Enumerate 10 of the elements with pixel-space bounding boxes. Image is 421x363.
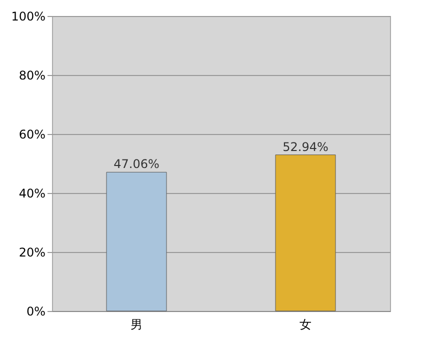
data-label: 47.06%	[114, 157, 160, 172]
y-tick-label: 100%	[11, 10, 46, 24]
x-tick-label: 男	[130, 318, 142, 332]
y-tick-label: 40%	[18, 186, 46, 200]
x-tick-label: 女	[300, 318, 312, 332]
y-tick-label: 0%	[26, 304, 46, 318]
data-label: 52.94%	[282, 140, 328, 154]
y-tick-label: 80%	[18, 68, 46, 82]
y-tick-label: 20%	[18, 246, 46, 260]
y-tick-label: 60%	[18, 128, 46, 142]
